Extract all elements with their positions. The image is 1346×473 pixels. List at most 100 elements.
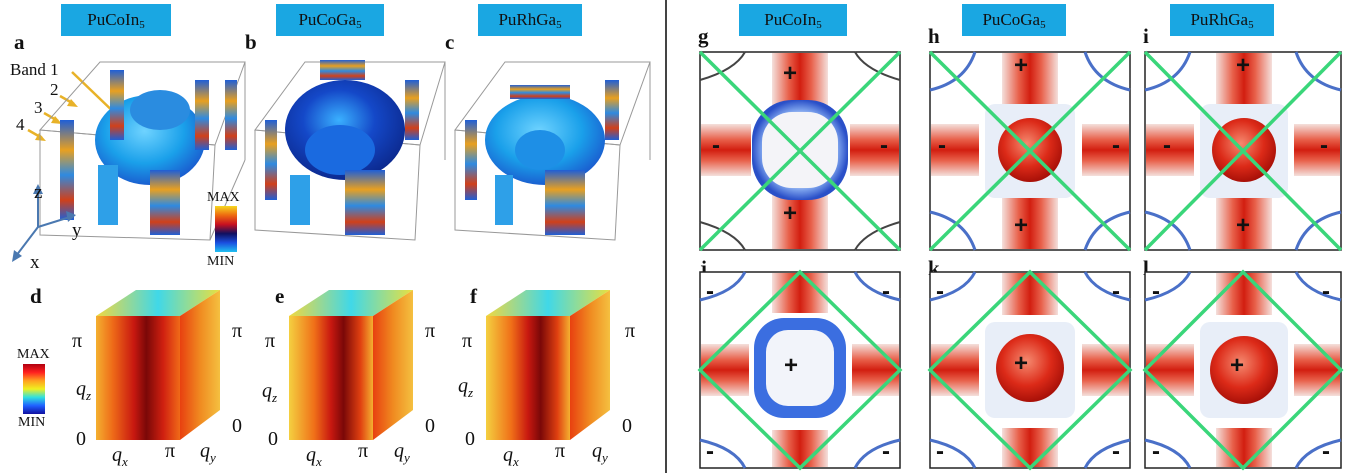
d-zero-y: 0 bbox=[232, 415, 242, 437]
l-minus-tr: - bbox=[1322, 278, 1330, 305]
l-plus-center: + bbox=[1230, 352, 1245, 379]
axes-triad bbox=[12, 184, 76, 262]
axis-z-label: z bbox=[34, 182, 43, 203]
axis-x-label: x bbox=[30, 252, 40, 273]
panel-label-d: d bbox=[30, 284, 42, 308]
k-minus-tl: - bbox=[936, 278, 944, 305]
f-pi-y: π bbox=[625, 320, 636, 342]
e-pi-x: π bbox=[358, 440, 369, 462]
colorbar-bottom-min: MIN bbox=[18, 415, 46, 430]
f-qy-label: qy bbox=[592, 440, 608, 465]
e-pi-y: π bbox=[425, 320, 436, 342]
panel-label-i: i bbox=[1143, 24, 1149, 48]
material-label-pucoga5-right: PuCoGa5 bbox=[962, 4, 1066, 36]
cube-f bbox=[486, 290, 610, 440]
panel-label-c: c bbox=[445, 30, 455, 54]
j-plus-center: + bbox=[784, 352, 799, 379]
d-qz-label: qz bbox=[76, 378, 92, 403]
cube-e bbox=[289, 290, 413, 440]
k-plus-center: + bbox=[1014, 350, 1029, 377]
material-label-purhga5-left: PuRhGa5 bbox=[478, 4, 582, 36]
e-zero-y: 0 bbox=[425, 415, 435, 437]
d-qx-label: qx bbox=[112, 444, 128, 469]
fs-panel-l bbox=[1142, 269, 1344, 471]
f-pi-z: π bbox=[462, 330, 473, 352]
band-2-label: 2 bbox=[50, 80, 59, 99]
k-minus-br: - bbox=[1112, 438, 1120, 465]
k-minus-bl: - bbox=[936, 438, 944, 465]
colorbar-top-max: MAX bbox=[207, 190, 240, 205]
l-minus-tl: - bbox=[1152, 278, 1160, 305]
d-zero-z: 0 bbox=[76, 428, 86, 450]
fs-panel-h bbox=[928, 50, 1132, 252]
panel-label-a: a bbox=[14, 30, 25, 54]
i-minus-left: - bbox=[1163, 132, 1171, 159]
panel-label-k: k bbox=[928, 256, 940, 280]
h-plus-top: + bbox=[1014, 52, 1029, 79]
colorbar-bottom bbox=[23, 364, 45, 414]
f-qz-label: qz bbox=[458, 375, 474, 400]
d-qy-label: qy bbox=[200, 440, 216, 465]
j-minus-br: - bbox=[882, 438, 890, 465]
e-zero-z: 0 bbox=[268, 428, 278, 450]
panel-label-e: e bbox=[275, 284, 285, 308]
h-minus-left: - bbox=[938, 132, 946, 159]
f-zero-y: 0 bbox=[622, 415, 632, 437]
g-plus-bottom: + bbox=[783, 200, 798, 227]
g-minus-right: - bbox=[880, 132, 888, 159]
panel-label-b: b bbox=[245, 30, 257, 54]
fermi-surface-box-a bbox=[38, 61, 246, 241]
e-qz-label: qz bbox=[262, 380, 278, 405]
panel-label-g: g bbox=[698, 24, 709, 48]
panel-label-j: j bbox=[700, 256, 707, 280]
panel-label-f: f bbox=[470, 284, 477, 308]
d-pi-y: π bbox=[232, 320, 243, 342]
panel-divider bbox=[665, 0, 667, 473]
i-plus-bottom: + bbox=[1236, 212, 1251, 239]
i-plus-top: + bbox=[1236, 52, 1251, 79]
e-qx-label: qx bbox=[306, 444, 322, 469]
fermi-surface-box-c bbox=[454, 61, 651, 241]
material-label-purhga5-right: PuRhGa5 bbox=[1170, 4, 1274, 36]
i-minus-right: - bbox=[1320, 132, 1328, 159]
f-zero-z: 0 bbox=[465, 428, 475, 450]
j-minus-bl: - bbox=[706, 438, 714, 465]
axis-y-label: y bbox=[72, 220, 82, 241]
j-minus-tl: - bbox=[706, 278, 714, 305]
panel-label-h: h bbox=[928, 24, 940, 48]
d-pi-x: π bbox=[165, 440, 176, 462]
l-minus-br: - bbox=[1322, 438, 1330, 465]
fermi-surface-box-b bbox=[254, 60, 446, 241]
material-label-pucoin5-right: PuCoIn5 bbox=[739, 4, 847, 36]
f-pi-x: π bbox=[555, 440, 566, 462]
panel-label-l: l bbox=[1143, 256, 1149, 280]
susceptibility-cubes bbox=[96, 290, 610, 440]
fs-panel-k bbox=[927, 269, 1133, 471]
material-label-pucoga5-left: PuCoGa5 bbox=[276, 4, 384, 36]
fermi-surface-3d-panels bbox=[38, 60, 651, 241]
j-minus-tr: - bbox=[882, 278, 890, 305]
cube-d bbox=[96, 290, 220, 440]
g-minus-left: - bbox=[712, 132, 720, 159]
h-plus-bottom: + bbox=[1014, 212, 1029, 239]
fs-panel-i bbox=[1143, 50, 1343, 252]
colorbar-bottom-max: MAX bbox=[17, 347, 50, 362]
band-4-label: 4 bbox=[16, 115, 25, 134]
g-plus-top: + bbox=[783, 60, 798, 87]
fs-panel-g bbox=[698, 50, 902, 252]
l-minus-bl: - bbox=[1152, 438, 1160, 465]
band-3-label: 3 bbox=[34, 98, 43, 117]
fs-panel-j bbox=[697, 269, 903, 471]
band-1-label: Band 1 bbox=[10, 60, 59, 79]
k-minus-tr: - bbox=[1112, 278, 1120, 305]
f-qx-label: qx bbox=[503, 444, 519, 469]
e-pi-z: π bbox=[265, 330, 276, 352]
e-qy-label: qy bbox=[394, 440, 410, 465]
d-pi-z: π bbox=[72, 330, 83, 352]
colorbar-top-min: MIN bbox=[207, 254, 235, 269]
material-label-pucoin5-left: PuCoIn5 bbox=[61, 4, 171, 36]
h-minus-right: - bbox=[1112, 132, 1120, 159]
colorbar-top bbox=[215, 206, 237, 252]
